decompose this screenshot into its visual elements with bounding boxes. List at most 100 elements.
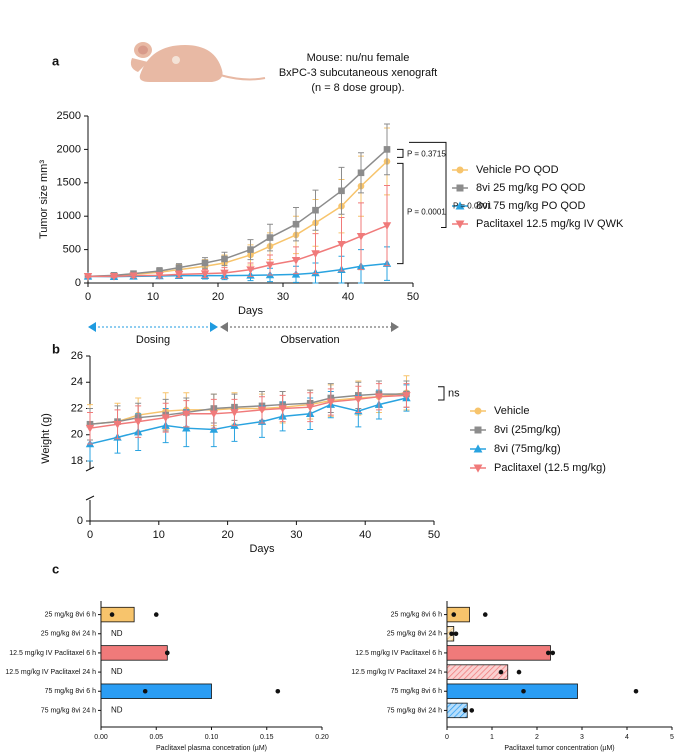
data-point bbox=[550, 650, 556, 656]
marker bbox=[83, 273, 93, 281]
marker bbox=[133, 418, 143, 427]
marker bbox=[455, 220, 465, 229]
x-tick-label: 0.00 bbox=[94, 734, 108, 741]
y-tick-label: 24 bbox=[71, 376, 83, 388]
data-point bbox=[153, 612, 159, 617]
x-tick-label: 0.20 bbox=[315, 734, 329, 741]
x-tick-label: 30 bbox=[277, 291, 289, 303]
marker bbox=[338, 187, 345, 195]
panel-label: b bbox=[52, 341, 60, 356]
header-line: (n = 8 dose group). bbox=[311, 82, 404, 94]
category-label: 25 mg/kg 8vi 6 h bbox=[391, 611, 442, 618]
data-point bbox=[469, 708, 475, 713]
bar bbox=[100, 645, 168, 661]
x-tick-label: 3 bbox=[580, 734, 584, 741]
marker bbox=[200, 270, 210, 279]
series-line bbox=[89, 397, 407, 445]
value-label: ND bbox=[111, 667, 123, 676]
legend-label: 8vi (75mg/kg) bbox=[494, 443, 561, 455]
bar bbox=[446, 606, 470, 623]
y-tick-label: 18 bbox=[71, 455, 83, 467]
marker bbox=[257, 406, 267, 415]
x-tick-label: 4 bbox=[625, 734, 629, 741]
marker bbox=[305, 403, 315, 412]
category-label: 12.5 mg/kg IV Paclitaxel 24 h bbox=[351, 669, 442, 676]
x-tick-label: 5 bbox=[670, 734, 674, 741]
category-label: 12.5 mg/kg IV Paclitaxel 6 h bbox=[9, 650, 96, 657]
legend-label: 8vi (25mg/kg) bbox=[494, 424, 561, 436]
bracket bbox=[438, 386, 445, 401]
marker bbox=[278, 405, 287, 413]
bar bbox=[100, 606, 135, 623]
data-point bbox=[109, 612, 115, 617]
p-value: P = 0.0001 bbox=[453, 202, 492, 211]
bar bbox=[446, 664, 509, 680]
data-point bbox=[275, 688, 281, 694]
x-tick-label: 40 bbox=[359, 529, 371, 541]
phase-label: Observation bbox=[280, 334, 339, 346]
category-label: 25 mg/kg 8vi 6 h bbox=[45, 611, 96, 618]
marker bbox=[182, 423, 191, 432]
x-tick-label: 0 bbox=[445, 734, 449, 741]
category-label: 75 mg/kg 8vi 6 h bbox=[391, 688, 442, 695]
marker bbox=[155, 272, 164, 280]
data-point bbox=[516, 669, 522, 675]
marker bbox=[337, 240, 346, 249]
x-tick-label: 20 bbox=[221, 529, 233, 541]
x-tick-label: 0 bbox=[87, 529, 93, 541]
legend-label: Vehicle bbox=[494, 405, 529, 417]
y-axis-label: Weight (g) bbox=[40, 413, 52, 464]
bracket bbox=[397, 148, 404, 158]
data-point bbox=[142, 688, 148, 694]
data-point bbox=[633, 688, 639, 694]
x-tick-label: 50 bbox=[428, 529, 440, 541]
bracket bbox=[397, 162, 404, 265]
marker bbox=[182, 410, 191, 419]
phase-label: Dosing bbox=[136, 334, 170, 346]
x-tick-label: 0.05 bbox=[149, 734, 163, 741]
x-tick-label: 10 bbox=[147, 291, 159, 303]
marker bbox=[220, 269, 229, 278]
category-label: 25 mg/kg 8vi 24 h bbox=[41, 631, 96, 638]
marker bbox=[174, 271, 184, 279]
x-tick-label: 0.15 bbox=[260, 734, 274, 741]
series-line bbox=[89, 393, 407, 425]
bracket bbox=[409, 141, 447, 229]
marker bbox=[201, 259, 209, 267]
data-point bbox=[453, 631, 459, 637]
y-tick-label: 22 bbox=[71, 402, 83, 414]
marker bbox=[356, 232, 366, 241]
marker bbox=[312, 206, 319, 214]
marker bbox=[402, 392, 411, 400]
y-tick-label: 26 bbox=[71, 350, 83, 362]
y-tick-label: 1000 bbox=[57, 210, 81, 222]
legend-label: 8vi 25 mg/kg PO QOD bbox=[476, 182, 585, 194]
legend-label: Paclitaxel (12.5 mg/kg) bbox=[494, 462, 606, 474]
series-line bbox=[89, 392, 407, 425]
marker bbox=[113, 420, 122, 429]
category-label: 75 mg/kg 8vi 6 h bbox=[45, 688, 96, 695]
p-value: P = 0.3715 bbox=[407, 150, 446, 159]
marker bbox=[456, 166, 464, 174]
category-label: 75 mg/kg 8vi 24 h bbox=[41, 707, 96, 714]
category-label: 12.5 mg/kg IV Paclitaxel 24 h bbox=[5, 669, 96, 676]
data-point bbox=[451, 612, 457, 617]
marker bbox=[473, 444, 483, 453]
x-tick-label: 40 bbox=[342, 291, 354, 303]
marker bbox=[161, 414, 170, 423]
data-point bbox=[498, 669, 504, 675]
x-tick-label: 0 bbox=[85, 291, 91, 303]
axis-break bbox=[85, 495, 95, 501]
y-tick-label: 0 bbox=[75, 277, 81, 289]
legend-label: Paclitaxel 12.5 mg/kg IV QWK bbox=[476, 218, 624, 230]
marker bbox=[326, 398, 336, 407]
ns-label: ns bbox=[448, 387, 460, 399]
mouse-icon bbox=[130, 42, 266, 82]
marker bbox=[209, 425, 219, 433]
data-point bbox=[462, 708, 468, 713]
legend-label: Vehicle PO QOD bbox=[476, 164, 559, 176]
marker bbox=[230, 409, 239, 417]
y-axis-label: Tumor size mm³ bbox=[38, 160, 50, 239]
marker bbox=[109, 273, 119, 281]
